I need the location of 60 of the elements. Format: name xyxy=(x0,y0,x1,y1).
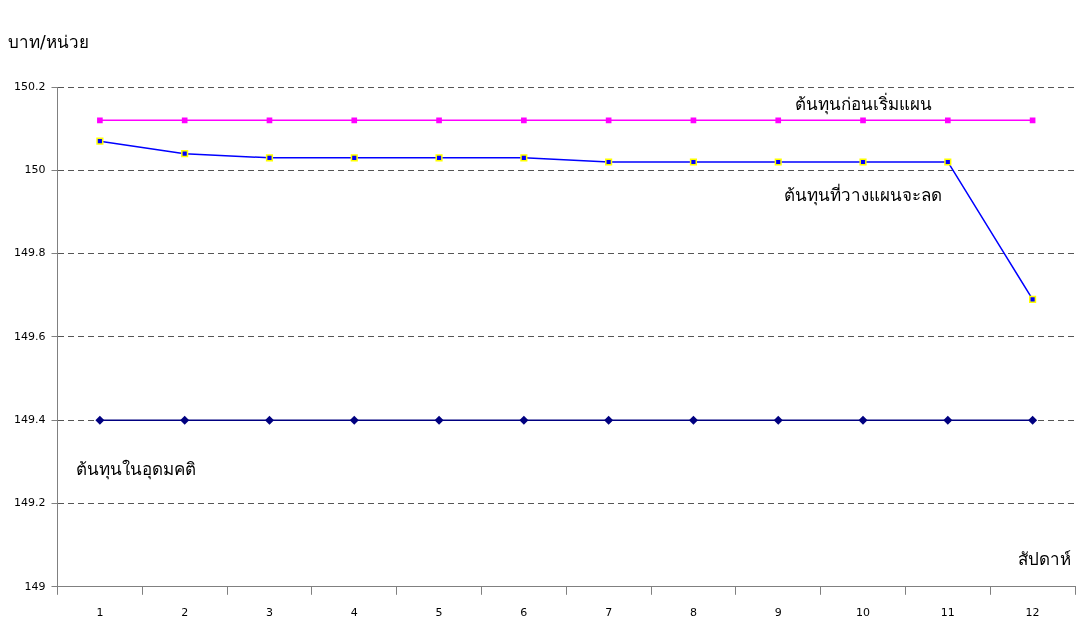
series-label: ต้นทุนที่วางแผนจะลด xyxy=(784,183,943,207)
point xyxy=(944,117,951,124)
point xyxy=(435,154,443,162)
point xyxy=(860,117,866,124)
point xyxy=(944,158,952,166)
point xyxy=(689,158,698,166)
x-tick-label: 8 xyxy=(689,606,697,620)
x-tick-label: 9 xyxy=(774,606,782,620)
point xyxy=(605,117,612,124)
point xyxy=(1028,415,1038,425)
point xyxy=(181,150,189,158)
point xyxy=(264,415,274,425)
point xyxy=(1029,117,1036,124)
point xyxy=(349,415,359,425)
point xyxy=(519,415,529,425)
point xyxy=(943,415,953,425)
point xyxy=(265,154,274,162)
y-tick-label: 149.6 xyxy=(13,329,46,343)
point xyxy=(180,415,190,425)
text: ต้นทุนในอุดมคติ xyxy=(75,459,196,481)
y-tick-label: 150 xyxy=(24,163,46,177)
point xyxy=(604,415,614,425)
x-tick-label: 7 xyxy=(605,606,613,620)
point xyxy=(774,158,782,166)
point xyxy=(434,415,444,425)
point xyxy=(773,415,783,425)
x-tick-label: 10 xyxy=(856,606,871,620)
point xyxy=(181,117,188,124)
point xyxy=(858,415,868,425)
point xyxy=(95,415,105,425)
point xyxy=(1029,295,1037,303)
y-tick-label: 149 xyxy=(24,579,46,593)
x-axis-title: สัปดาห์ xyxy=(1018,548,1071,569)
point xyxy=(351,117,358,124)
point xyxy=(688,415,698,425)
point xyxy=(690,117,697,124)
x-tick-label: 1 xyxy=(96,606,104,620)
x-tick-label: 6 xyxy=(520,606,528,620)
point xyxy=(775,117,782,124)
y-axis-title: บาท/หน่วย xyxy=(8,32,89,52)
x-tick-label: 5 xyxy=(435,606,443,620)
x-tick-label: 11 xyxy=(940,606,955,620)
x-tick-label: 2 xyxy=(181,606,189,620)
point xyxy=(521,117,527,124)
point xyxy=(605,158,613,166)
point xyxy=(266,117,273,124)
y-tick-label: 149.8 xyxy=(13,246,46,260)
x-tick-label: 4 xyxy=(350,606,358,620)
y-tick-label: 149.4 xyxy=(13,413,46,427)
point xyxy=(436,117,442,124)
series-label: ต้นทุนก่อนเริ่มแผน xyxy=(794,92,932,116)
point xyxy=(350,154,358,162)
x-tick-label: 12 xyxy=(1025,606,1040,620)
point xyxy=(520,154,528,162)
point xyxy=(96,137,104,145)
y-tick-label: 149.2 xyxy=(13,496,46,510)
y-tick-label: 150.2 xyxy=(13,79,46,93)
x-tick-label: 3 xyxy=(265,606,273,620)
point xyxy=(859,158,867,166)
point xyxy=(97,117,103,124)
